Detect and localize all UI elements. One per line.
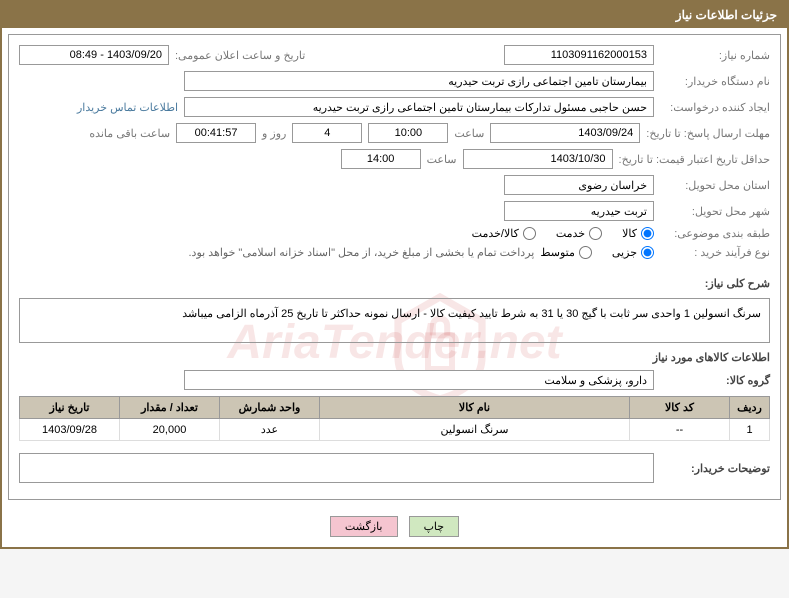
- process-radio-group: جزیی متوسط: [540, 246, 654, 259]
- need-number-label: شماره نیاز:: [660, 49, 770, 62]
- back-button[interactable]: بازگشت: [330, 516, 398, 537]
- time-label-2: ساعت: [427, 153, 457, 166]
- validity-label: حداقل تاریخ اعتبار قیمت: تا تاریخ:: [619, 153, 770, 166]
- creator-label: ایجاد کننده درخواست:: [660, 101, 770, 114]
- radio-service[interactable]: [589, 227, 602, 240]
- group-field: دارو، پزشکی و سلامت: [184, 370, 654, 390]
- time-label-1: ساعت: [454, 127, 484, 140]
- th-unit: واحد شمارش: [220, 397, 320, 419]
- category-label: طبقه بندی موضوعی:: [660, 227, 770, 240]
- items-section-label: اطلاعات کالاهای مورد نیاز: [19, 351, 770, 364]
- cell-qty: 20,000: [120, 419, 220, 441]
- desc-box: سرنگ انسولین 1 واحدی سر ثابت با گیج 30 ی…: [19, 298, 770, 343]
- th-name: نام کالا: [320, 397, 630, 419]
- deadline-time-field: 10:00: [368, 123, 448, 143]
- radio-medium-label: متوسط: [540, 246, 575, 259]
- days-field: 4: [292, 123, 362, 143]
- radio-goods[interactable]: [641, 227, 654, 240]
- cell-code: --: [630, 419, 730, 441]
- panel-header: جزئیات اطلاعات نیاز: [2, 2, 787, 28]
- content-panel: AriaTender.net شماره نیاز: 1103091162000…: [8, 34, 781, 500]
- city-field: تربت حیدریه: [504, 201, 654, 221]
- cell-row: 1: [730, 419, 770, 441]
- items-table: ردیف کد کالا نام کالا واحد شمارش تعداد /…: [19, 396, 770, 441]
- th-code: کد کالا: [630, 397, 730, 419]
- creator-field: حسن حاجبی مسئول تدارکات بیمارستان تامین …: [184, 97, 654, 117]
- province-field: خراسان رضوی: [504, 175, 654, 195]
- table-row: 1--سرنگ انسولینعدد20,0001403/09/28: [20, 419, 770, 441]
- remaining-label: ساعت باقی مانده: [89, 127, 170, 140]
- print-button[interactable]: چاپ: [409, 516, 460, 537]
- buyer-notes-label: توضیحات خریدار:: [660, 462, 770, 475]
- deadline-date-field: 1403/09/24: [490, 123, 640, 143]
- validity-date-field: 1403/10/30: [463, 149, 613, 169]
- radio-both-label: کالا/خدمت: [472, 227, 519, 240]
- buyer-org-field: بیمارستان تامین اجتماعی رازی تربت حیدریه: [184, 71, 654, 91]
- contact-link[interactable]: اطلاعات تماس خریدار: [77, 101, 178, 114]
- deadline-label: مهلت ارسال پاسخ: تا تاریخ:: [646, 127, 770, 140]
- announce-label: تاریخ و ساعت اعلان عمومی:: [175, 49, 305, 62]
- radio-partial-label: جزیی: [612, 246, 637, 259]
- city-label: شهر محل تحویل:: [660, 205, 770, 218]
- province-label: استان محل تحویل:: [660, 179, 770, 192]
- cell-date: 1403/09/28: [20, 419, 120, 441]
- th-row: ردیف: [730, 397, 770, 419]
- validity-time-field: 14:00: [341, 149, 421, 169]
- radio-medium[interactable]: [579, 246, 592, 259]
- radio-partial[interactable]: [641, 246, 654, 259]
- cell-name: سرنگ انسولین: [320, 419, 630, 441]
- th-qty: تعداد / مقدار: [120, 397, 220, 419]
- announce-field: 1403/09/20 - 08:49: [19, 45, 169, 65]
- desc-label: شرح کلی نیاز:: [660, 277, 770, 290]
- payment-note: پرداخت تمام یا بخشی از مبلغ خرید، از محل…: [189, 246, 535, 259]
- th-date: تاریخ نیاز: [20, 397, 120, 419]
- radio-goods-label: کالا: [622, 227, 637, 240]
- remaining-time-field: 00:41:57: [176, 123, 256, 143]
- panel-title: جزئیات اطلاعات نیاز: [676, 8, 777, 22]
- process-label: نوع فرآیند خرید :: [660, 246, 770, 259]
- cell-unit: عدد: [220, 419, 320, 441]
- radio-both[interactable]: [523, 227, 536, 240]
- buyer-notes-box: [19, 453, 654, 483]
- need-number-field: 1103091162000153: [504, 45, 654, 65]
- buyer-org-label: نام دستگاه خریدار:: [660, 75, 770, 88]
- days-label: روز و: [262, 127, 286, 140]
- group-label: گروه کالا:: [660, 374, 770, 387]
- button-row: چاپ بازگشت: [2, 506, 787, 547]
- radio-service-label: خدمت: [556, 227, 585, 240]
- category-radio-group: کالا خدمت کالا/خدمت: [472, 227, 654, 240]
